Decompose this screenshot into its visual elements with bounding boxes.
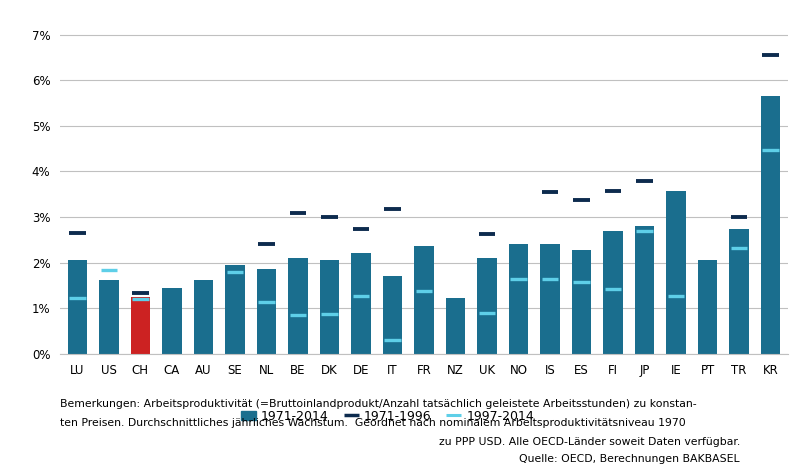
Bar [478,258,497,354]
Bar [67,261,87,354]
Bar [572,250,591,354]
Text: Quelle: OECD, Berechnungen BAKBASEL: Quelle: OECD, Berechnungen BAKBASEL [519,454,740,464]
Legend: 1971-2014, 1971-1996, 1997-2014: 1971-2014, 1971-1996, 1997-2014 [236,405,539,428]
Bar [730,229,749,354]
Bar [666,191,686,354]
Bar [351,253,370,354]
Bar [698,260,718,354]
Bar [382,277,402,354]
Bar [446,298,466,354]
Text: Bemerkungen: Arbeitsproduktivität (=Bruttoinlandprodukt/Anzahl tatsächlich gelei: Bemerkungen: Arbeitsproduktivität (=Brut… [60,399,697,409]
Bar [194,280,213,354]
Bar [130,297,150,354]
Bar [162,288,182,354]
Bar [540,244,560,354]
Bar [603,231,623,354]
Bar [320,260,339,354]
Text: zu PPP USD. Alle OECD-Länder soweit Daten verfügbar.: zu PPP USD. Alle OECD-Länder soweit Date… [438,437,740,447]
Bar [225,265,245,354]
Bar [414,246,434,354]
Bar [257,269,276,354]
Bar [509,244,528,354]
Bar [99,279,118,354]
Bar [635,226,654,354]
Bar [288,258,308,354]
Bar [761,96,781,354]
Text: ten Preisen. Durchschnittliches jährliches Wachstum.  Geordnet nach nominalem Ar: ten Preisen. Durchschnittliches jährlich… [60,418,686,428]
